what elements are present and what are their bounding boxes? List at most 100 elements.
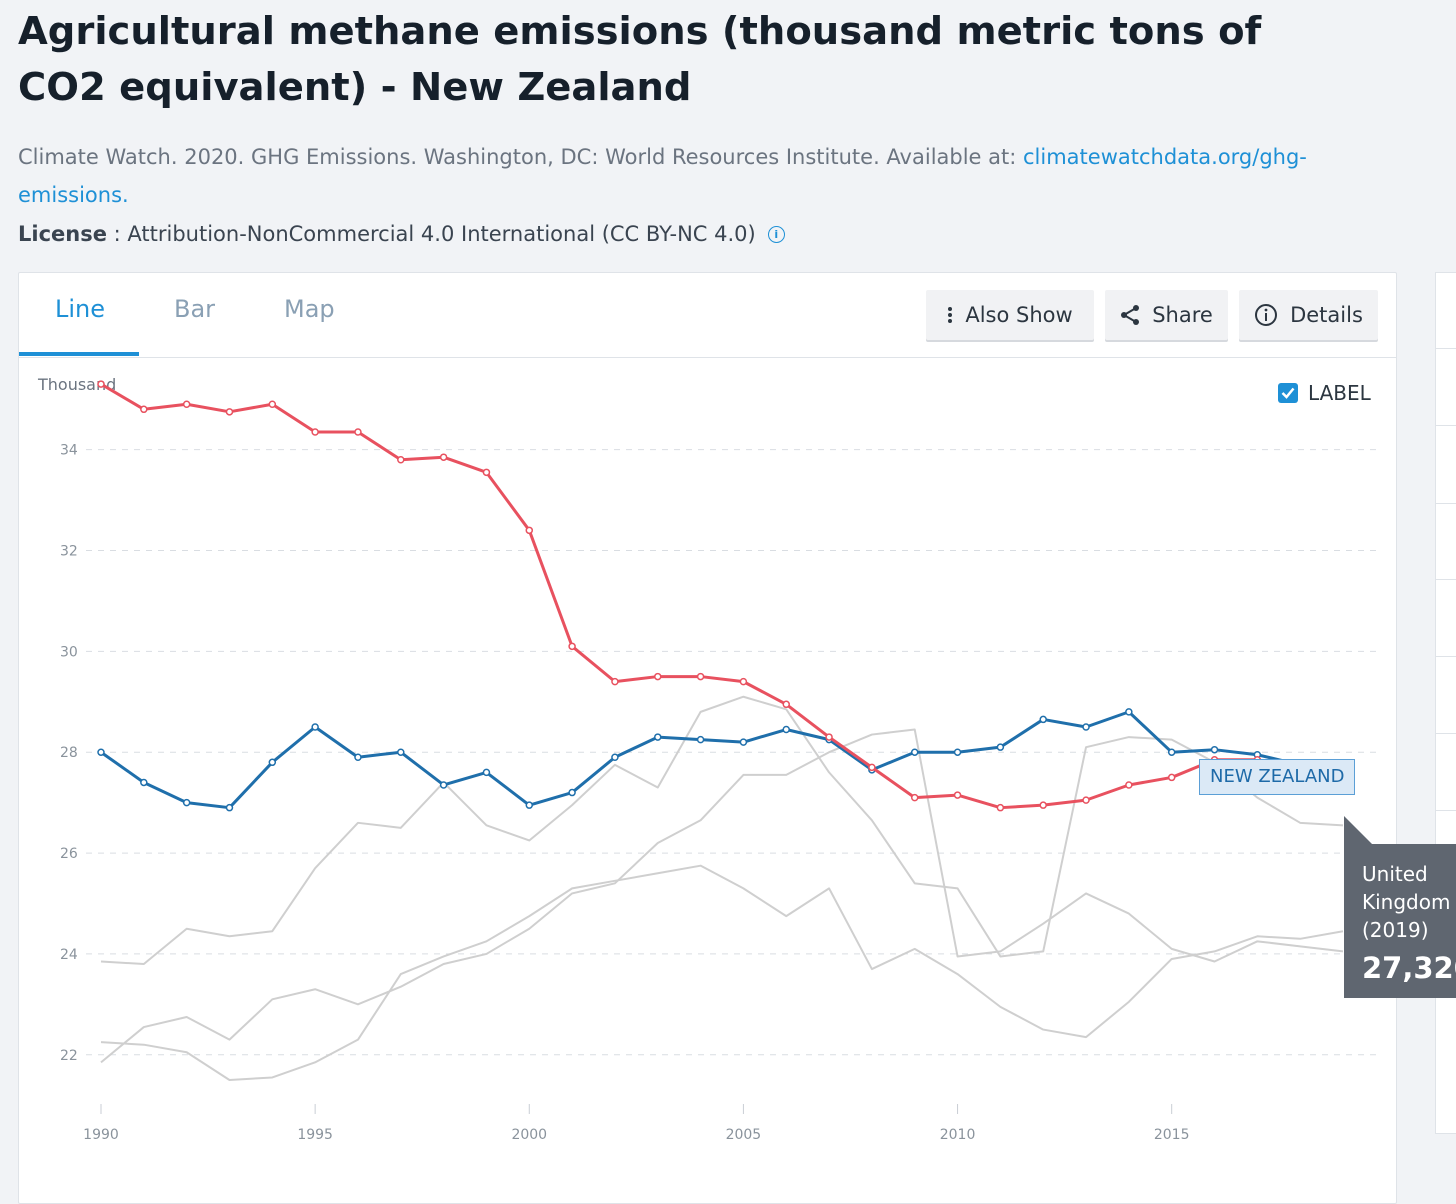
source-text: Climate Watch. 2020. GHG Emissions. Wash… [18, 145, 1024, 169]
data-point-united-kingdom[interactable] [397, 455, 405, 464]
data-point-new-zealand[interactable] [739, 738, 748, 746]
series-line-united-kingdom[interactable] [100, 382, 1344, 810]
details-button[interactable]: Details [1239, 290, 1378, 340]
data-point-new-zealand[interactable] [910, 748, 919, 756]
details-label: Details [1290, 303, 1363, 327]
data-point-united-kingdom[interactable] [268, 400, 277, 409]
data-point-new-zealand[interactable] [953, 748, 962, 756]
series-line-comparison-4[interactable] [100, 728, 1344, 1064]
panel-divider [1436, 733, 1456, 734]
data-point-united-kingdom[interactable] [1125, 781, 1133, 789]
y-tick-label: 22 [60, 1048, 78, 1064]
data-point-new-zealand[interactable] [568, 788, 576, 797]
data-point-new-zealand[interactable] [525, 801, 534, 809]
tooltip-country: United Kingdom [1362, 862, 1451, 914]
data-point-new-zealand[interactable] [397, 748, 405, 756]
share-icon [1120, 304, 1140, 326]
data-point-united-kingdom[interactable] [739, 677, 748, 686]
series-line-new-zealand[interactable] [100, 710, 1344, 810]
data-point-new-zealand[interactable] [97, 748, 105, 756]
page-title: Agricultural methane emissions (thousand… [18, 9, 1262, 110]
x-tick-label: 2010 [940, 1127, 976, 1143]
data-point-new-zealand[interactable] [439, 781, 448, 789]
checkbox-checked-icon[interactable] [1278, 383, 1298, 403]
data-point-new-zealand[interactable] [482, 768, 491, 777]
share-button[interactable]: Share [1105, 290, 1228, 340]
data-point-new-zealand[interactable] [268, 758, 277, 767]
x-tick-label: 2015 [1154, 1127, 1190, 1143]
data-point-united-kingdom[interactable] [654, 672, 662, 681]
data-point-new-zealand[interactable] [1125, 708, 1133, 716]
data-point-new-zealand[interactable] [225, 803, 234, 812]
data-point-new-zealand[interactable] [654, 733, 662, 741]
data-point-new-zealand[interactable] [1039, 715, 1047, 724]
y-tick-label: 24 [60, 947, 78, 963]
data-point-united-kingdom[interactable] [611, 677, 619, 686]
series-line-comparison-3[interactable] [100, 864, 1344, 1081]
more-vertical-icon [947, 306, 953, 324]
data-point-new-zealand[interactable] [140, 778, 148, 787]
active-tab-indicator [19, 352, 139, 356]
data-point-united-kingdom[interactable] [782, 700, 790, 709]
data-point-united-kingdom[interactable] [868, 763, 876, 772]
data-point-united-kingdom[interactable] [311, 428, 319, 436]
panel-divider [1436, 579, 1456, 580]
tab-bar[interactable]: Bar [174, 295, 216, 323]
share-label: Share [1152, 303, 1213, 327]
tooltip-value: 27,320 [1362, 951, 1456, 985]
label-toggle[interactable]: LABEL [1278, 381, 1371, 405]
data-point-new-zealand[interactable] [1167, 748, 1176, 756]
data-point-new-zealand[interactable] [696, 735, 705, 744]
tab-map[interactable]: Map [284, 295, 335, 323]
data-point-new-zealand[interactable] [311, 723, 319, 731]
series-line-comparison-2[interactable] [100, 695, 1344, 966]
source-citation: Climate Watch. 2020. GHG Emissions. Wash… [18, 138, 1318, 214]
data-point-united-kingdom[interactable] [568, 642, 576, 651]
license-separator: : [106, 222, 128, 246]
also-show-button[interactable]: Also Show [926, 290, 1094, 340]
data-point-united-kingdom[interactable] [354, 428, 362, 436]
panel-divider [1436, 425, 1456, 426]
also-show-label: Also Show [965, 303, 1073, 327]
data-point-united-kingdom[interactable] [1082, 796, 1090, 804]
data-point-new-zealand[interactable] [611, 753, 619, 762]
data-point-new-zealand[interactable] [182, 798, 191, 807]
data-point-united-kingdom[interactable] [996, 803, 1005, 812]
data-point-united-kingdom[interactable] [225, 408, 234, 416]
data-point-united-kingdom[interactable] [140, 405, 148, 414]
chart-card: Line Bar Map Also Show Share Details LAB… [18, 272, 1397, 1204]
license-row: License : Attribution-NonCommercial 4.0 … [18, 215, 785, 253]
data-point-new-zealand[interactable] [1210, 745, 1219, 754]
y-tick-label: 32 [60, 544, 78, 560]
data-point-new-zealand[interactable] [782, 725, 790, 734]
data-point-united-kingdom[interactable] [953, 791, 962, 799]
data-point-united-kingdom[interactable] [525, 526, 534, 535]
data-point-united-kingdom[interactable] [1167, 773, 1176, 782]
panel-divider [1436, 348, 1456, 349]
data-point-united-kingdom[interactable] [97, 380, 105, 388]
data-point-united-kingdom[interactable] [482, 468, 491, 477]
y-tick-label: 34 [60, 443, 78, 459]
x-tick-label: 1995 [297, 1127, 333, 1143]
y-axis-unit-label: Thousand [37, 375, 116, 394]
tab-line[interactable]: Line [55, 295, 106, 323]
chart-tabs: Line Bar Map Also Show Share Details [19, 273, 1396, 358]
data-point-united-kingdom[interactable] [439, 453, 448, 461]
data-point-united-kingdom[interactable] [825, 733, 833, 741]
x-tick-label: 2000 [511, 1127, 547, 1143]
info-circle-icon [1254, 303, 1278, 327]
data-point-new-zealand[interactable] [354, 753, 362, 762]
source-link[interactable]: climatewatchdata.org/ghg-emissions. [18, 145, 1307, 207]
series-lines [97, 380, 1350, 1081]
data-point-united-kingdom[interactable] [182, 400, 191, 409]
y-tick-label: 30 [60, 644, 78, 660]
data-point-united-kingdom[interactable] [910, 793, 919, 802]
data-point-new-zealand[interactable] [1082, 723, 1090, 731]
data-point-united-kingdom[interactable] [1039, 801, 1047, 809]
info-icon[interactable]: i [767, 226, 785, 243]
data-point-new-zealand[interactable] [996, 743, 1005, 751]
label-toggle-text: LABEL [1308, 381, 1371, 405]
x-tick-label: 2005 [726, 1127, 762, 1143]
data-point-united-kingdom[interactable] [696, 672, 705, 681]
